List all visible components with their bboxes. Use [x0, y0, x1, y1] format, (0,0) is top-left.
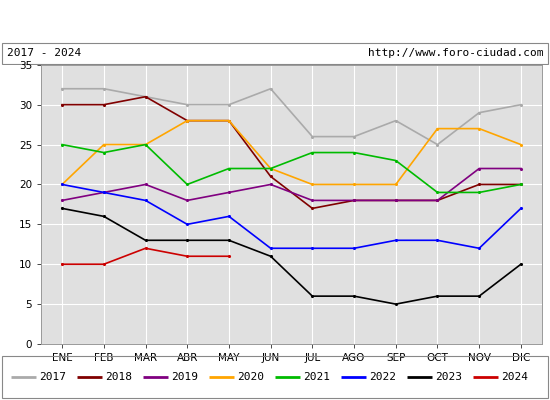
Text: 2023: 2023 [436, 372, 463, 382]
Text: 2017 - 2024: 2017 - 2024 [7, 48, 81, 58]
Text: http://www.foro-ciudad.com: http://www.foro-ciudad.com [368, 48, 543, 58]
Text: Evolucion del paro registrado en Quintana y Congosto: Evolucion del paro registrado en Quintan… [68, 14, 482, 28]
Text: 2019: 2019 [172, 372, 199, 382]
Text: 2017: 2017 [40, 372, 67, 382]
Text: 2022: 2022 [370, 372, 397, 382]
Text: 2020: 2020 [238, 372, 265, 382]
Text: 2018: 2018 [106, 372, 133, 382]
Text: 2024: 2024 [502, 372, 529, 382]
Text: 2021: 2021 [304, 372, 331, 382]
